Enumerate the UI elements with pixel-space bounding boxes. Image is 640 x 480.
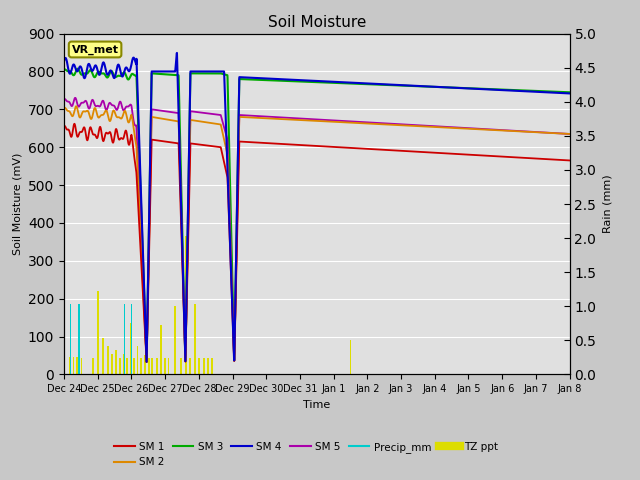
Bar [69, 357, 71, 374]
Bar [70, 304, 72, 374]
Bar [203, 359, 205, 374]
Bar [123, 354, 125, 374]
Y-axis label: Rain (mm): Rain (mm) [602, 175, 612, 233]
Bar [111, 354, 113, 374]
Bar [160, 325, 162, 374]
Bar [144, 356, 146, 374]
Bar [148, 359, 150, 374]
Bar [76, 357, 77, 374]
Bar [349, 340, 351, 374]
Bar [124, 304, 125, 374]
Bar [97, 291, 99, 374]
Bar [150, 359, 152, 374]
Bar [107, 346, 109, 374]
Bar [168, 359, 170, 374]
Text: VR_met: VR_met [72, 44, 118, 55]
X-axis label: Time: Time [303, 400, 330, 409]
Bar [156, 359, 157, 374]
Bar [127, 359, 128, 374]
Y-axis label: Soil Moisture (mV): Soil Moisture (mV) [12, 153, 22, 255]
Bar [164, 359, 166, 374]
Bar [185, 236, 187, 374]
Bar [79, 304, 80, 374]
Bar [174, 306, 176, 374]
Bar [133, 359, 135, 374]
Bar [194, 304, 196, 374]
Bar [131, 324, 132, 374]
Bar [198, 359, 200, 374]
Bar [207, 359, 209, 374]
Bar [140, 359, 142, 374]
Bar [189, 359, 191, 374]
Bar [136, 346, 138, 374]
Bar [211, 359, 212, 374]
Bar [72, 357, 74, 374]
Bar [118, 359, 120, 374]
Bar [81, 359, 83, 374]
Bar [115, 350, 117, 374]
Bar [102, 338, 104, 374]
Bar [131, 304, 132, 374]
Bar [92, 359, 93, 374]
Title: Soil Moisture: Soil Moisture [268, 15, 366, 30]
Bar [180, 359, 182, 374]
